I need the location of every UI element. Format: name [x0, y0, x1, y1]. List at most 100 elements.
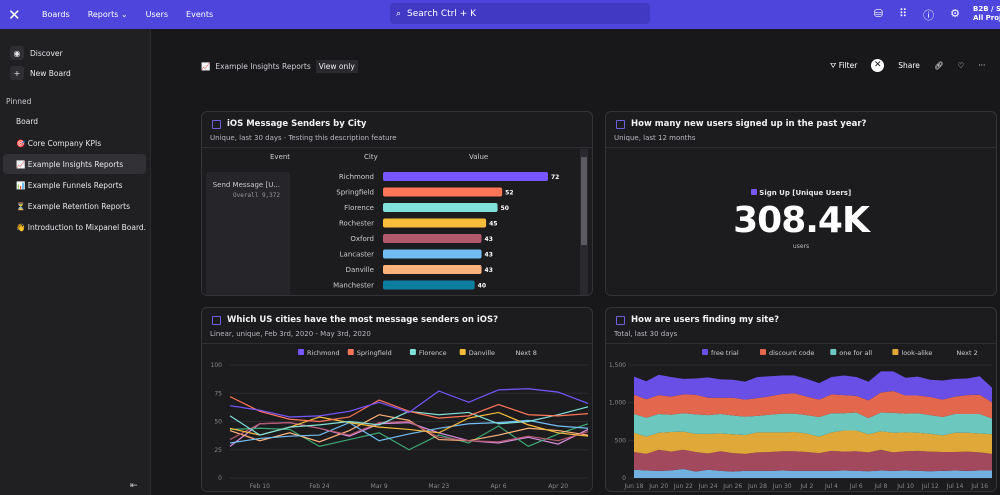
x-tick: Jun 28 — [747, 483, 767, 490]
overall-value: 9,372 — [261, 192, 280, 199]
bar — [383, 234, 482, 243]
area-layer — [634, 412, 992, 437]
x-tick: Jul 12 — [921, 483, 939, 490]
series-line — [229, 420, 589, 443]
bar-label: Springfield — [336, 189, 374, 197]
sidebar-board-item[interactable]: ⏳ Example Retention Reports — [3, 196, 146, 216]
card-title: Which US cities have the most message se… — [227, 315, 499, 325]
bar — [383, 280, 475, 290]
new-board-label: New Board — [30, 68, 71, 78]
pinned-heading: Pinned — [6, 97, 32, 106]
x-tick: Feb 24 — [309, 483, 329, 490]
area-layer — [634, 390, 992, 419]
mixpanel-avatar-icon[interactable]: ✕ — [871, 59, 885, 72]
bar-label: Rochester — [339, 220, 374, 228]
bar-value: 52 — [505, 190, 513, 197]
board-label: Example Funnels Reports — [27, 180, 123, 190]
y-tick: 75 — [214, 390, 222, 397]
x-tick: Jul 14 — [946, 483, 964, 490]
share-button[interactable]: Share — [898, 61, 920, 70]
x-tick: Mar 23 — [428, 483, 449, 490]
legend-swatch — [459, 349, 466, 355]
sidebar-new-board[interactable]: + New Board — [10, 66, 71, 80]
database-icon[interactable]: ⛁ — [873, 7, 884, 20]
card-new-users-signup[interactable]: How many new users signed up in the past… — [605, 111, 997, 296]
gear-icon[interactable]: ⚙ — [950, 7, 960, 20]
nav-reports[interactable]: Reports ⌄ — [88, 10, 128, 19]
area-layer — [634, 371, 992, 403]
x-tick: Jun 18 — [624, 483, 644, 490]
card-ios-senders-by-city[interactable]: iOS Message Senders by City Unique, last… — [201, 111, 593, 296]
series-line — [229, 423, 589, 451]
bar-label: Danville — [346, 266, 374, 274]
x-tick: Jul 8 — [873, 483, 887, 490]
apps-grid-icon[interactable]: ⠿ — [899, 7, 908, 20]
discover-label: Discover — [30, 48, 63, 58]
card-users-finding-site[interactable]: How are users finding my site? Total, la… — [605, 307, 997, 492]
board-label: Introduction to Mixpanel Board... — [27, 222, 146, 232]
bar-label: Oxford — [350, 235, 374, 243]
y-tick: 500 — [615, 437, 627, 444]
sidebar: ◉ Discover + New Board Pinned Board 🎯 Core… — [0, 29, 151, 495]
card-subtitle: Unique, last 30 days · Testing this desc… — [210, 134, 397, 142]
more-icon[interactable]: ··· — [978, 61, 986, 70]
board-label: Example Insights Reports — [27, 159, 124, 169]
help-icon[interactable]: ⓘ — [923, 9, 935, 22]
bar-label: Lancaster — [340, 251, 374, 259]
filter-label: Filter — [838, 60, 858, 70]
insights-icon — [212, 315, 221, 325]
sidebar-board-item[interactable]: 📊 Example Funnels Reports — [3, 175, 146, 195]
collapse-sidebar-icon[interactable]: ⇤ — [130, 481, 138, 491]
board-emoji-icon: 👋 — [16, 222, 26, 232]
nav-users[interactable]: Users — [145, 10, 169, 19]
nav-events[interactable]: Events — [186, 10, 214, 19]
bar — [383, 172, 548, 181]
card-us-cities-line[interactable]: Which US cities have the most message se… — [201, 307, 593, 492]
compass-icon: ◉ — [10, 46, 24, 60]
series-line — [229, 414, 589, 443]
bar — [383, 249, 482, 259]
filter-button[interactable]: ⛛ Filter — [830, 61, 857, 71]
area-layer — [634, 468, 992, 478]
column-header-city: City — [364, 153, 378, 161]
x-tick: Jul 6 — [849, 483, 863, 490]
event-name: Send Message [U... — [212, 181, 280, 189]
mixpanel-logo-icon[interactable]: ✕ — [8, 5, 21, 24]
board-emoji-icon: 📊 — [16, 180, 26, 190]
card-title: How are users finding my site? — [631, 315, 780, 325]
sidebar-discover[interactable]: ◉ Discover — [10, 46, 63, 60]
legend-label: Richmond — [307, 349, 340, 357]
plus-icon: + — [10, 66, 24, 80]
nav-reports-label: Reports — [87, 10, 119, 19]
filter-icon: ⛛ — [830, 60, 837, 70]
sidebar-board-item[interactable]: 🎯 Core Company KPIs — [3, 133, 146, 153]
y-tick: 1,500 — [609, 362, 626, 369]
scrollbar[interactable] — [580, 149, 588, 295]
legend-label: look-alike — [901, 349, 932, 357]
column-header-event: Event — [270, 153, 291, 161]
legend-swatch — [830, 349, 837, 355]
legend-next: Next 8 — [516, 349, 537, 357]
y-tick: 25 — [214, 447, 222, 454]
bar-value: 43 — [485, 252, 493, 259]
insights-icon — [616, 119, 625, 129]
search-input[interactable]: ⌕ Search Ctrl + K — [390, 3, 650, 24]
metric-value: 308.4K — [733, 200, 870, 241]
stacked-area-chart: 0 500 1,000 1,500 Jun 18 Jun 20 Jun 22 Jun 24 Ju… — [609, 349, 992, 490]
board-heading: Board — [16, 117, 39, 126]
y-tick: 100 — [211, 362, 223, 369]
breadcrumb: 📈 Example Insights Reports View only — [201, 60, 358, 73]
board-emoji-icon: 📈 — [16, 159, 26, 169]
nav-boards[interactable]: Boards — [42, 10, 70, 19]
x-tick: Jul 10 — [896, 483, 914, 490]
heart-icon[interactable]: ♡ — [957, 61, 965, 70]
x-tick: Jun 20 — [648, 483, 668, 490]
sidebar-board-item[interactable]: 👋 Introduction to Mixpanel Board... — [3, 217, 146, 237]
bar — [383, 203, 498, 212]
x-tick: Feb 10 — [250, 483, 270, 490]
chart-emoji-icon: 📈 — [201, 62, 211, 71]
sidebar-board-item[interactable]: 📈 Example Insights Reports — [3, 154, 146, 174]
x-tick: Jun 24 — [698, 483, 718, 490]
link-icon[interactable]: 🔗︎ — [933, 61, 944, 70]
